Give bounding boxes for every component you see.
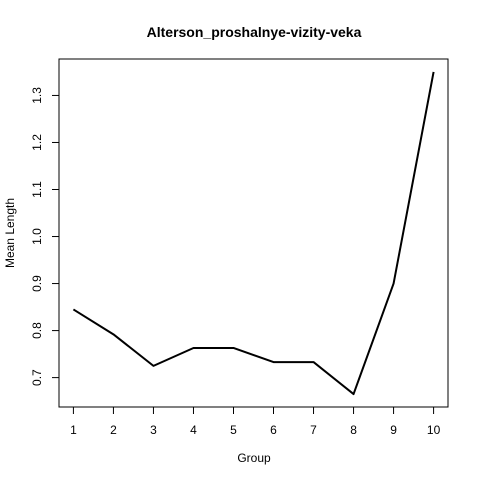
x-tick-label: 9	[390, 423, 397, 437]
series-layer	[73, 72, 433, 394]
series-line	[73, 72, 433, 394]
y-axis-label: Mean Length	[3, 198, 17, 268]
chart-title: Alterson_proshalnye-vizity-veka	[147, 24, 362, 40]
x-tick-label: 5	[230, 423, 237, 437]
x-tick-label: 3	[150, 423, 157, 437]
y-tick-label: 1.0	[30, 228, 44, 245]
x-tick-label: 10	[427, 423, 441, 437]
x-axis-label: Group	[237, 451, 271, 465]
x-tick-label: 6	[270, 423, 277, 437]
x-tick-label: 4	[190, 423, 197, 437]
x-tick-label: 8	[350, 423, 357, 437]
y-tick-label: 1.3	[30, 87, 44, 104]
x-tick-label: 7	[310, 423, 317, 437]
y-tick-label: 0.8	[30, 322, 44, 339]
y-tick-label: 1.2	[30, 134, 44, 151]
x-axis: 1 2 3 4 5 6 7 8 9 10	[70, 407, 441, 437]
x-tick-label: 1	[70, 423, 77, 437]
y-tick-label: 1.1	[30, 181, 44, 198]
x-tick-label: 2	[110, 423, 117, 437]
y-tick-label: 0.9	[30, 275, 44, 292]
y-axis: 0.7 0.8 0.9 1.0 1.1 1.2 1.3	[30, 87, 59, 386]
y-tick-label: 0.7	[30, 369, 44, 386]
